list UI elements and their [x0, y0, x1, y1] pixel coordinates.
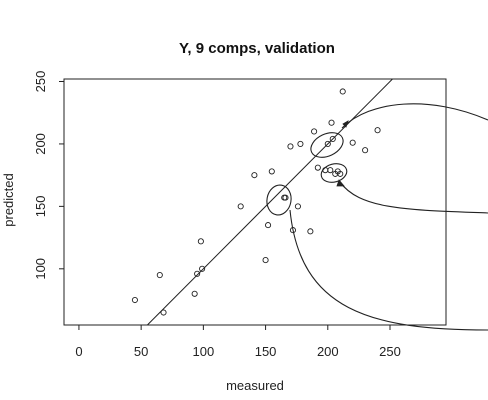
- data-point: [349, 139, 356, 146]
- y-tick-label: 200: [33, 133, 48, 155]
- data-point: [287, 143, 294, 150]
- data-point: [339, 88, 346, 95]
- data-point: [265, 222, 272, 229]
- annotation-ellipse: [266, 184, 292, 216]
- x-axis-label: measured: [226, 378, 284, 393]
- data-point: [311, 128, 318, 135]
- chart-title: Y, 9 comps, validation: [179, 40, 335, 57]
- data-point: [329, 135, 336, 142]
- plot-frame: [63, 78, 447, 326]
- data-point: [337, 170, 344, 177]
- data-point: [328, 119, 335, 126]
- y-tick-label: 250: [33, 71, 48, 93]
- y-axis: 100 150 200 250: [33, 71, 64, 280]
- data-point: [268, 168, 275, 175]
- data-points: [131, 88, 381, 316]
- annotation-ellipse: [320, 163, 348, 183]
- data-point: [237, 203, 244, 210]
- data-point: [197, 238, 204, 245]
- data-point: [327, 167, 334, 174]
- x-tick-label: 200: [317, 344, 339, 359]
- annotation-arrowhead: [336, 179, 345, 187]
- data-point: [194, 270, 201, 277]
- data-point: [362, 147, 369, 154]
- x-tick-label: 0: [75, 344, 82, 359]
- data-point: [156, 272, 163, 279]
- data-point: [191, 290, 198, 297]
- data-point: [314, 164, 321, 171]
- y-axis-label: predicted: [1, 173, 16, 226]
- identity-line: [147, 78, 393, 326]
- data-point: [322, 167, 329, 174]
- x-tick-label: 150: [255, 344, 277, 359]
- data-point: [262, 257, 269, 264]
- y-tick-label: 150: [33, 196, 48, 218]
- annotation-ellipse: [310, 132, 344, 158]
- data-point: [160, 309, 167, 316]
- annotation-curve: [289, 209, 488, 331]
- data-point: [324, 140, 331, 147]
- annotation-layer: [266, 103, 488, 331]
- data-point: [282, 194, 289, 201]
- data-point: [251, 172, 258, 179]
- reference-line-layer: [147, 78, 393, 326]
- x-tick-label: 250: [379, 344, 401, 359]
- y-tick-label: 100: [33, 258, 48, 280]
- data-point: [199, 265, 206, 272]
- data-point: [374, 127, 381, 134]
- x-tick-label: 50: [134, 344, 148, 359]
- data-point: [131, 296, 138, 304]
- data-point: [297, 140, 304, 147]
- x-tick-label: 100: [193, 344, 215, 359]
- annotation-arrowhead: [342, 120, 349, 128]
- data-point: [294, 203, 301, 210]
- data-point: [307, 228, 314, 235]
- x-axis: 0 50 100 150 200 250: [75, 325, 401, 359]
- annotation-curve: [341, 103, 488, 129]
- annotation-curve: [339, 181, 488, 214]
